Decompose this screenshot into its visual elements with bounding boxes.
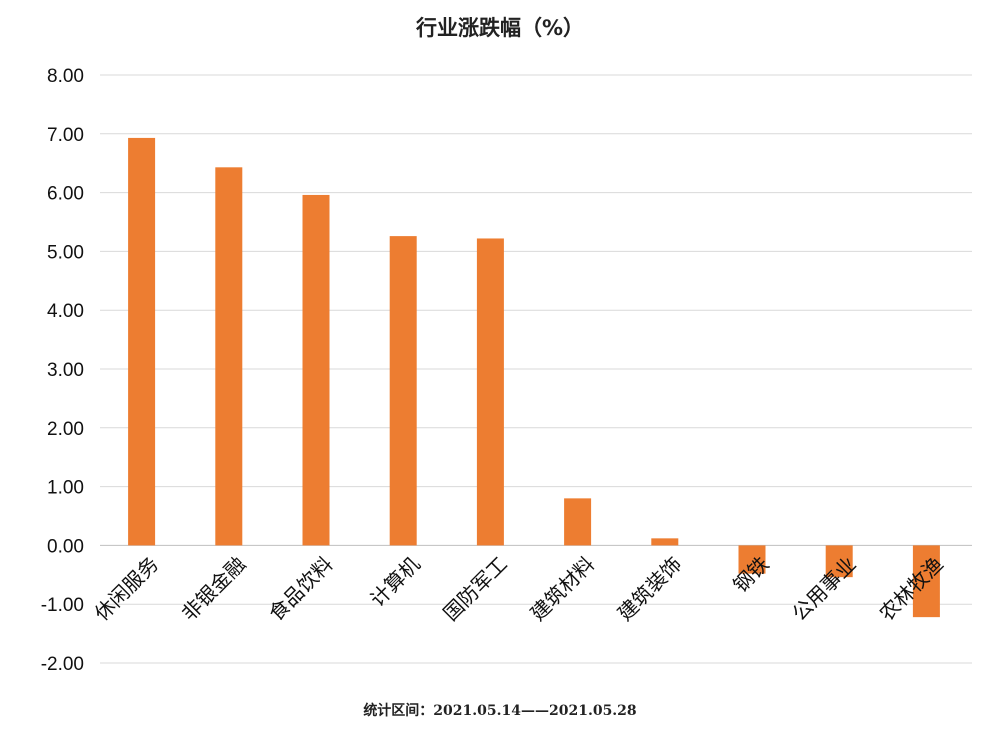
bar-计算机 xyxy=(389,236,417,546)
bar-钢铁 xyxy=(738,545,766,574)
bar-非银金融 xyxy=(215,167,243,546)
bar-休闲服务 xyxy=(128,137,156,546)
x-category-label: 国防军工 xyxy=(438,552,512,626)
x-category-label: 建筑材料 xyxy=(526,552,600,626)
x-category-label: 钢铁 xyxy=(728,552,773,597)
y-tick-label: -1.00 xyxy=(41,595,84,616)
y-tick-label: 7.00 xyxy=(47,125,84,146)
x-category-label: 休闲服务 xyxy=(90,552,164,626)
x-category-label: 建筑装饰 xyxy=(613,552,687,626)
x-category-label: 计算机 xyxy=(365,552,424,611)
bar-公用事业 xyxy=(825,545,853,578)
chart-title: 行业涨跌幅（%） xyxy=(415,16,585,40)
bar-建筑装饰 xyxy=(651,538,679,546)
y-tick-label: 5.00 xyxy=(47,242,84,263)
x-category-label: 非银金融 xyxy=(177,552,251,626)
y-tick-label: 1.00 xyxy=(47,478,84,499)
y-tick-label: 0.00 xyxy=(47,536,84,557)
x-category-label: 食品饮料 xyxy=(264,552,338,626)
x-category-label: 公用事业 xyxy=(787,552,861,626)
y-tick-label: 3.00 xyxy=(47,360,84,381)
bar-农林牧渔 xyxy=(912,545,940,618)
bar-建筑材料 xyxy=(564,498,592,546)
date-range-note: 统计区间：2021.05.14——2021.05.28 xyxy=(363,703,637,719)
y-tick-label: 2.00 xyxy=(47,419,84,440)
y-tick-label: 6.00 xyxy=(47,184,84,205)
y-tick-label: 8.00 xyxy=(47,66,84,87)
bar-国防军工 xyxy=(476,238,504,546)
bar-食品饮料 xyxy=(302,194,330,546)
y-tick-label: -2.00 xyxy=(41,654,84,675)
y-tick-label: 4.00 xyxy=(47,301,84,322)
